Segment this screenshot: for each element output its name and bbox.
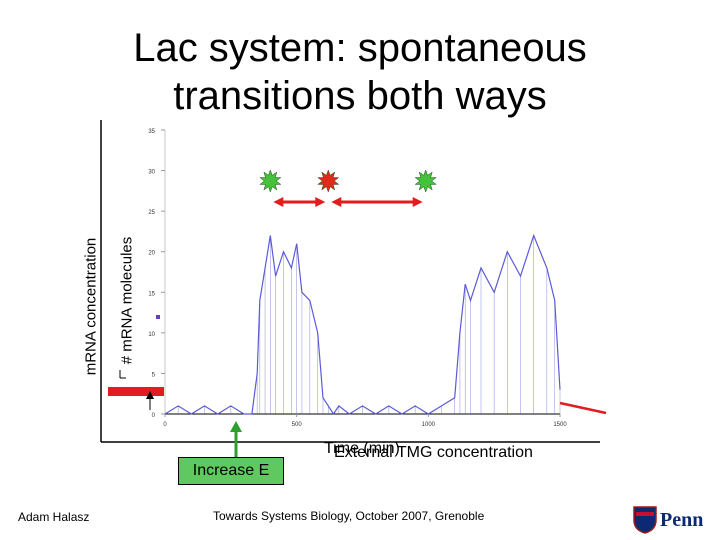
title-line-2: transitions both ways: [173, 74, 547, 118]
penn-logo: Penn: [633, 506, 703, 534]
trace-layer: [164, 233, 561, 416]
y-tick-label: 35: [148, 129, 155, 135]
x-label-time: Time (min): [324, 440, 400, 457]
purple-marker: [156, 315, 160, 319]
increase-e-button[interactable]: Increase E: [178, 457, 284, 485]
y-tick-label: 30: [148, 170, 155, 176]
x-tick-label: 1000: [422, 422, 436, 428]
x-tick-label: 0: [163, 422, 167, 428]
y-tick-label: 25: [148, 210, 155, 216]
transition-arrow-head-right: [315, 197, 326, 207]
mrna-trace-line: [164, 233, 561, 416]
penn-shield-band: [636, 512, 654, 516]
increase-arrow-head: [230, 421, 242, 432]
red-level-bar: [108, 387, 164, 396]
green-star-icon: [414, 169, 437, 193]
penn-shield-icon: [633, 506, 657, 534]
green-star-icon: [259, 169, 282, 193]
conference-footer: Towards Systems Biology, October 2007, G…: [213, 509, 485, 523]
transition-arrow-head-right: [412, 197, 423, 207]
transition-arrow-head-left: [331, 197, 342, 207]
outer-y-label: mRNA concentration: [82, 237, 100, 376]
y-tick-label: 10: [148, 332, 155, 338]
inner-y-label: # mRNA molecules: [118, 236, 136, 365]
annotation-layer: [259, 169, 437, 207]
slide-title: Lac system: spontaneous transitions both…: [80, 24, 640, 120]
y-tick-label: 15: [148, 291, 155, 297]
red-star-icon: [317, 169, 340, 193]
author-footer: Adam Halasz: [18, 510, 90, 524]
red-ext-line: [559, 401, 607, 415]
y-tick-label: 0: [152, 413, 156, 419]
tick-layer: 0 5 10 15 20 25 30 35 0 500 1000 1500: [148, 129, 567, 428]
y-tick-label: 5: [152, 372, 156, 378]
title-line-1: Lac system: spontaneous: [133, 26, 587, 70]
x-tick-label: 500: [292, 422, 303, 428]
up-arrow-small-head: [146, 391, 154, 399]
penn-logo-text: Penn: [660, 509, 703, 531]
y-tick-label: 20: [148, 251, 155, 257]
x-label-external: External TMG concentration: [334, 444, 533, 461]
transition-arrow-head-left: [273, 197, 284, 207]
x-tick-label: 1500: [553, 422, 567, 428]
